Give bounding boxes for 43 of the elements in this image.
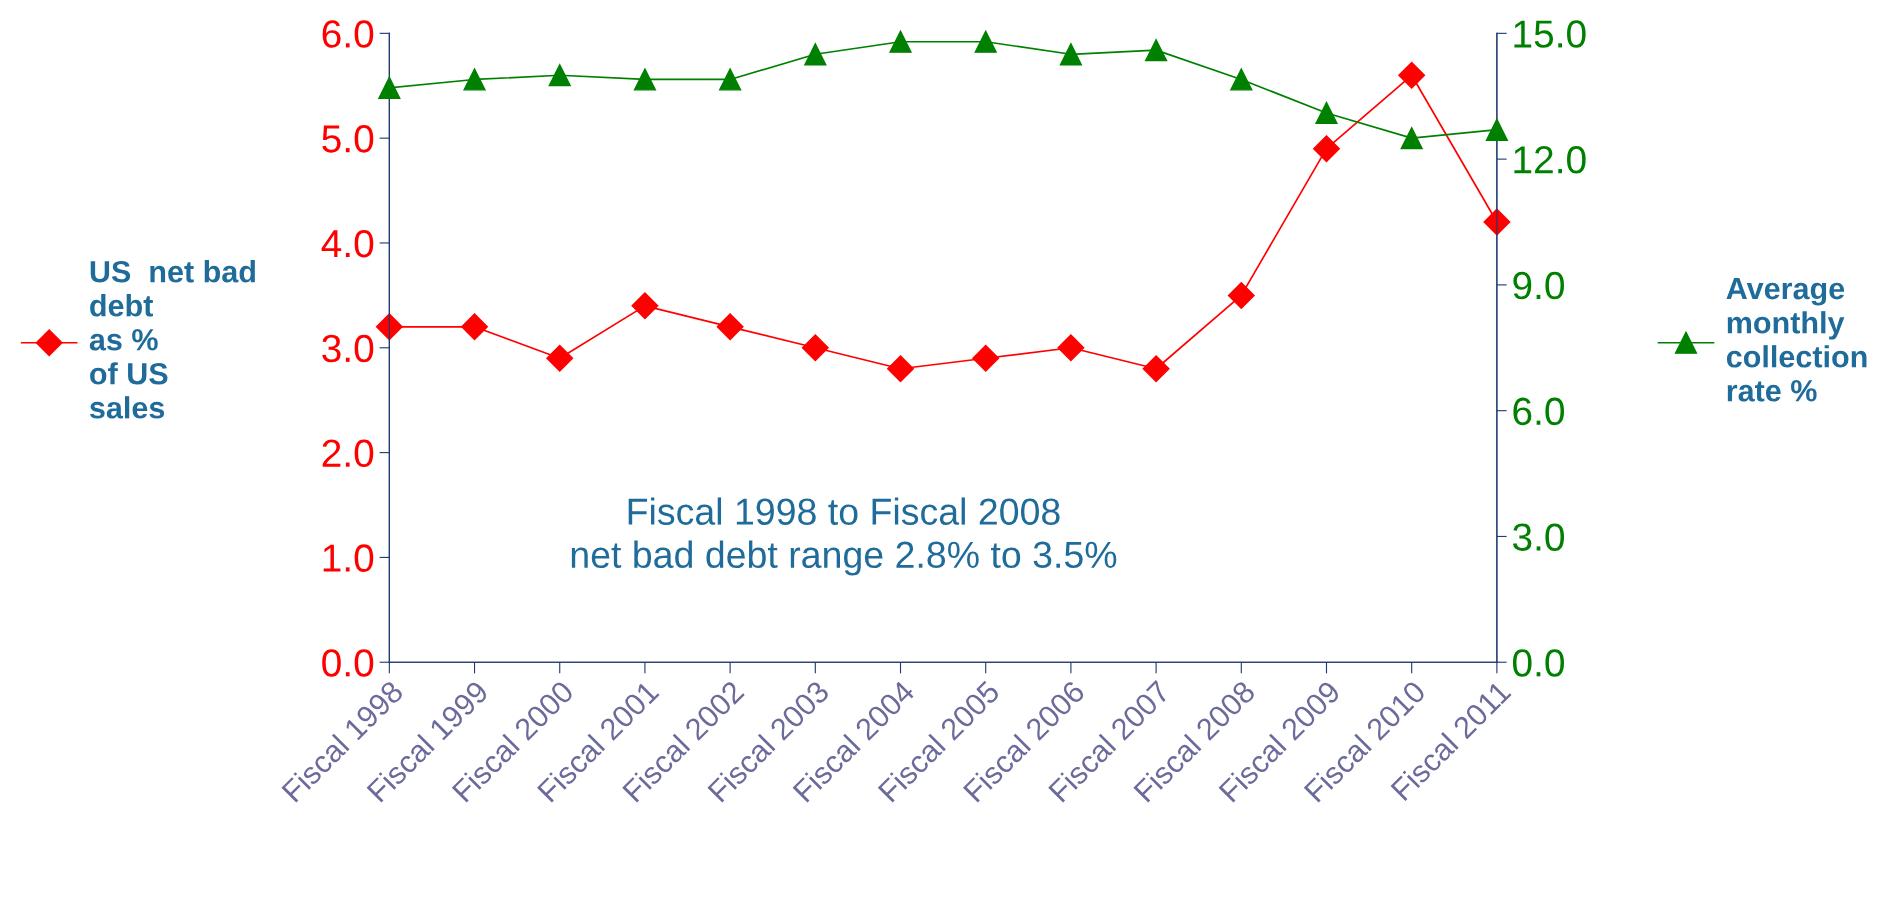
point	[1400, 127, 1423, 150]
point	[719, 68, 742, 91]
point	[546, 344, 574, 372]
point	[1230, 68, 1253, 91]
point	[974, 30, 997, 53]
point	[1313, 135, 1340, 163]
y-tick-label: 4.0	[321, 229, 374, 258]
point	[887, 355, 914, 383]
point	[1398, 61, 1426, 89]
y-tick-label: 0.0	[322, 649, 374, 677]
point	[1059, 43, 1083, 66]
point	[633, 68, 657, 91]
point	[972, 344, 1000, 372]
y2-tick-label: 0.0	[1512, 649, 1564, 677]
y2-tick-label: 15.0	[1514, 20, 1586, 48]
point	[548, 64, 571, 87]
legend-label: US net bad debt as % of US sales	[89, 260, 255, 419]
y2-tick-label: 12.0	[1514, 146, 1586, 174]
y-tick-label: 3.0	[322, 334, 374, 363]
y-tick-label: 5.0	[322, 125, 374, 153]
point	[1057, 334, 1085, 362]
point	[461, 313, 488, 341]
y-tick-label: 6.0	[322, 20, 374, 48]
y-tick-label: 1.0	[323, 544, 374, 572]
point	[375, 313, 403, 341]
point	[804, 43, 827, 66]
y-tick-label: 2.0	[322, 439, 374, 468]
point	[631, 292, 659, 320]
point	[716, 313, 744, 341]
y2-tick-label: 3.0	[1512, 523, 1564, 551]
point	[801, 334, 829, 362]
y2-tick-label: 6.0	[1513, 397, 1564, 426]
point	[1142, 355, 1170, 383]
annotation: Fiscal 1998 to Fiscal 2008 net bad debt range 2.8% to 3.5%	[571, 497, 1117, 576]
point	[378, 76, 401, 99]
legend-label: Average monthly collection rate %	[1726, 278, 1867, 402]
point	[463, 68, 486, 91]
point	[1485, 118, 1508, 141]
point	[1144, 38, 1168, 62]
y2-tick-label: 9.0	[1513, 271, 1564, 300]
point	[1315, 101, 1338, 125]
point	[1227, 281, 1255, 309]
point	[889, 30, 912, 53]
